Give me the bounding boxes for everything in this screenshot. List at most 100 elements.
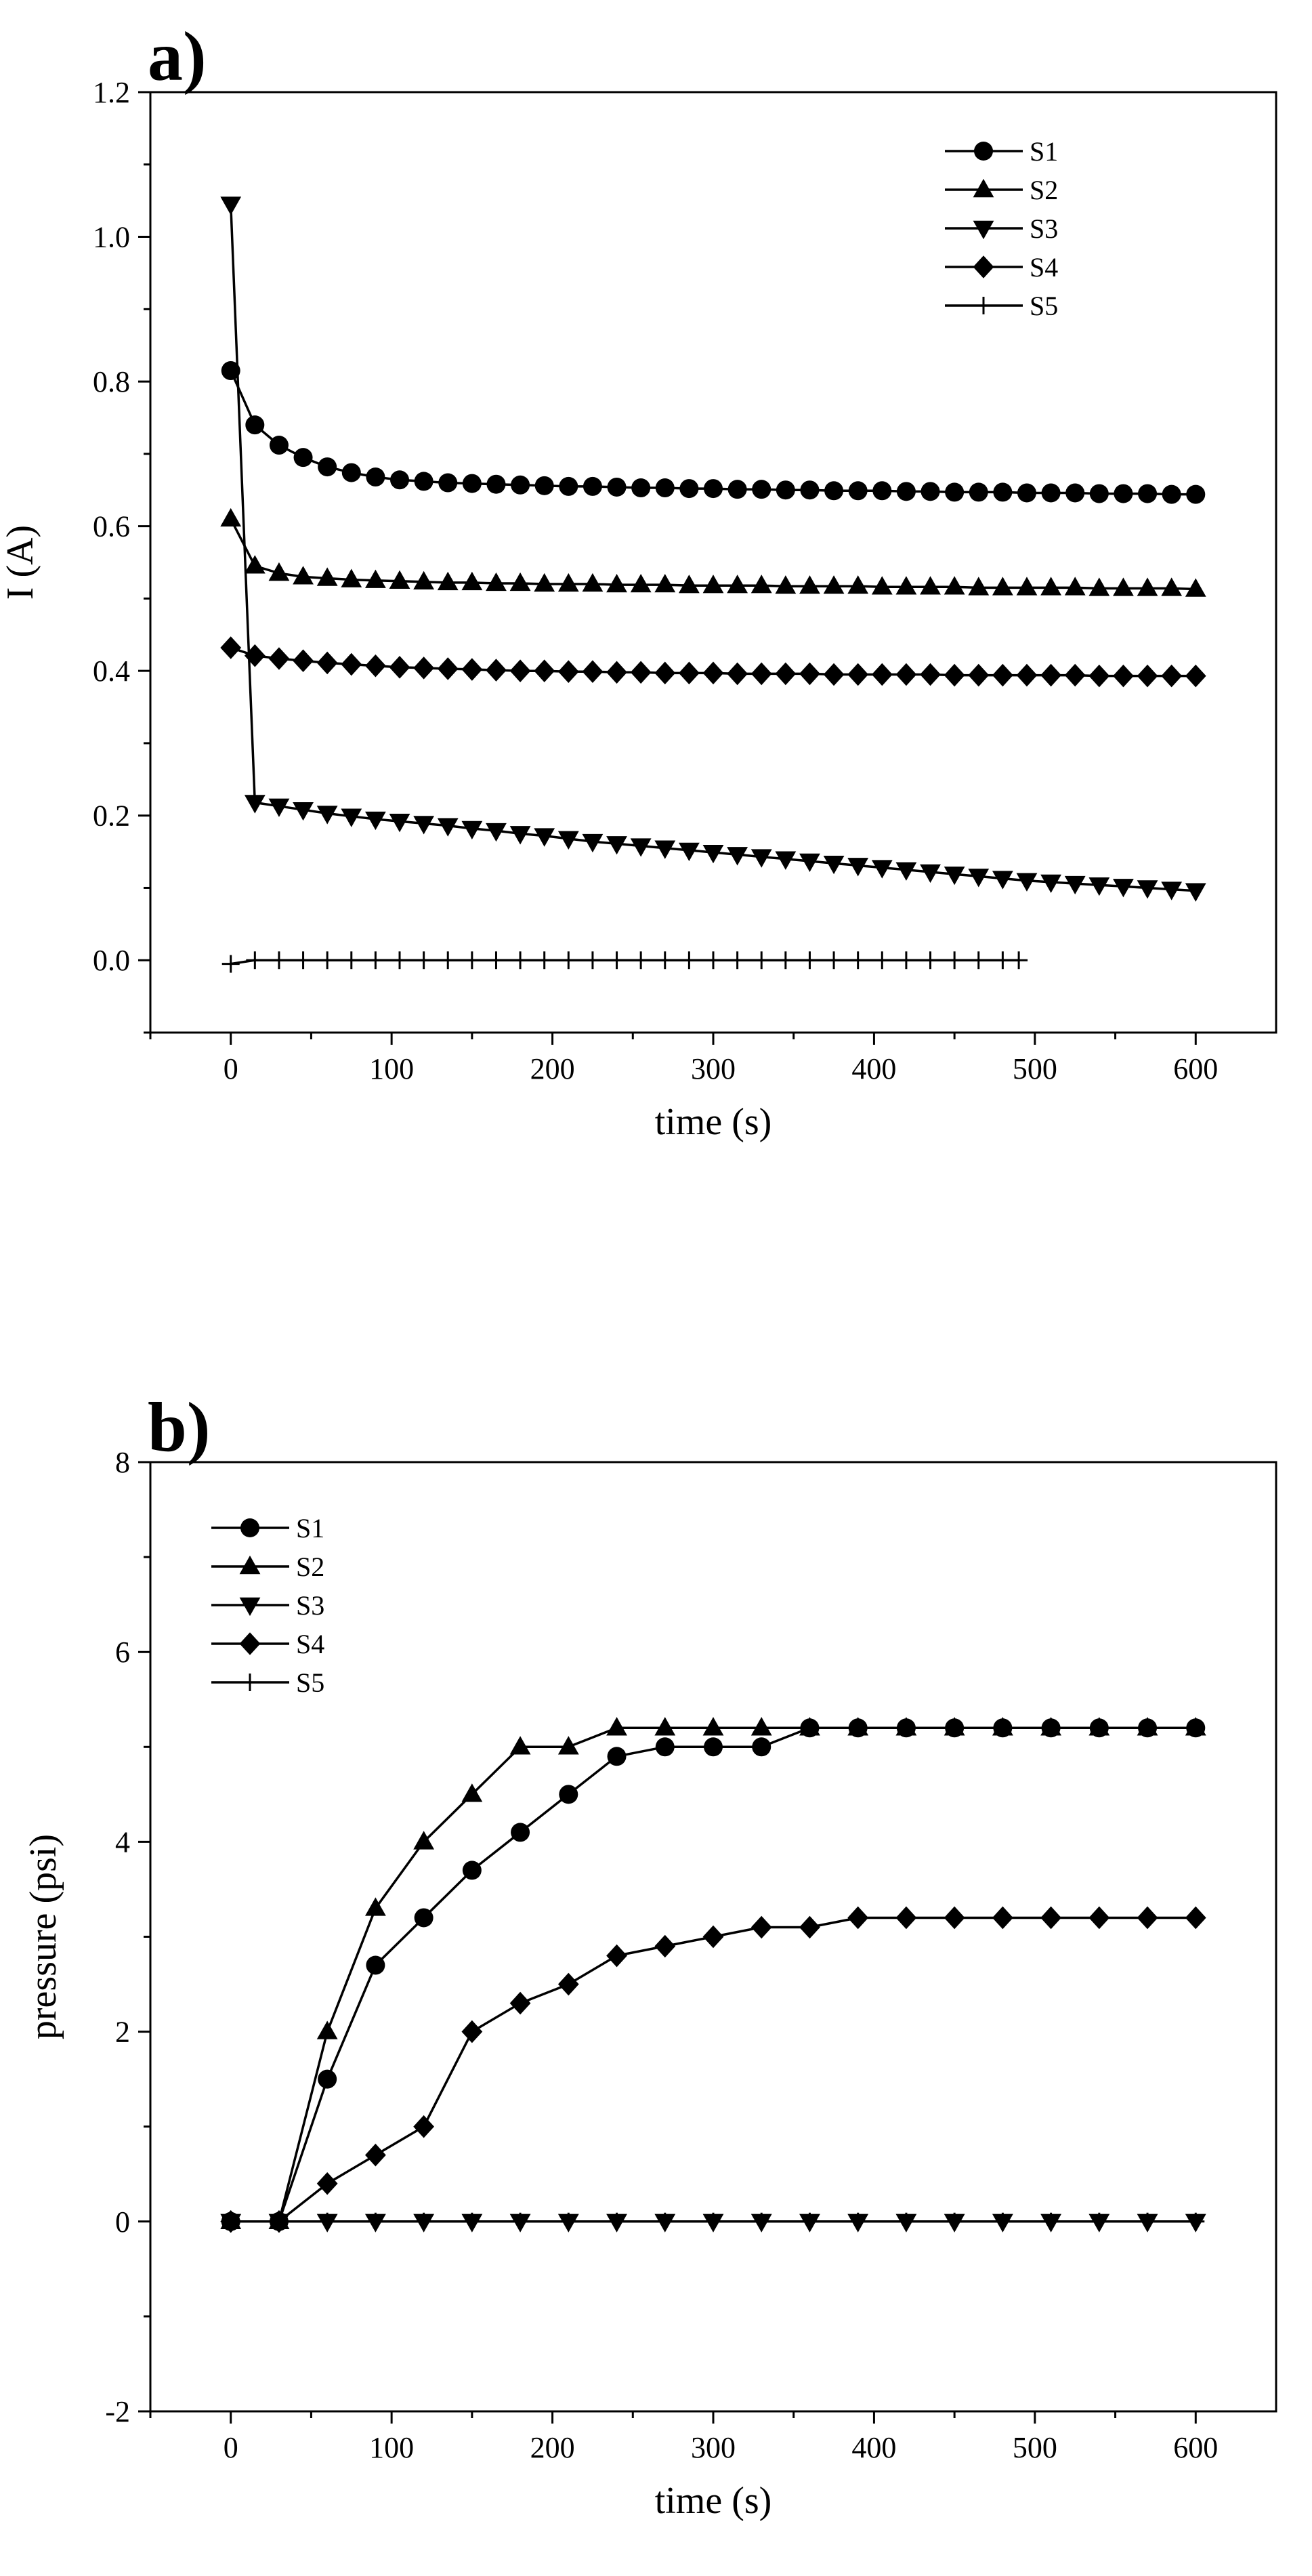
data-point: [632, 951, 650, 970]
data-point: [823, 855, 845, 875]
data-point: [920, 864, 941, 884]
x-tick-label: 200: [530, 2431, 575, 2464]
x-tick-label: 600: [1173, 1052, 1218, 1085]
data-point: [268, 798, 290, 817]
data-point: [630, 661, 652, 684]
data-point: [895, 1717, 917, 1736]
data-point: [776, 951, 795, 970]
data-point: [461, 1783, 483, 1802]
data-point: [946, 2212, 964, 2230]
data-point: [509, 1736, 531, 1755]
data-point: [582, 833, 604, 853]
data-point: [509, 1991, 531, 2015]
data-point: [438, 473, 458, 493]
data-point: [486, 474, 506, 494]
data-point: [1016, 577, 1038, 596]
data-point: [750, 849, 772, 868]
data-point: [847, 858, 869, 877]
data-point: [509, 572, 531, 591]
data-point: [1185, 1717, 1206, 1736]
data-point: [316, 806, 338, 825]
data-point: [1010, 951, 1028, 970]
data-point: [557, 831, 579, 850]
data-point: [583, 476, 602, 496]
legend-marker: [241, 1674, 259, 1691]
data-point: [316, 567, 338, 586]
x-tick-label: 600: [1173, 2431, 1218, 2464]
data-point: [702, 844, 724, 864]
data-point: [559, 1785, 578, 1804]
data-point: [365, 811, 386, 831]
x-tick-label: 400: [851, 2431, 896, 2464]
data-point: [486, 572, 507, 591]
data-point: [220, 507, 242, 527]
data-point: [920, 576, 941, 595]
x-tick-label: 0: [224, 1052, 238, 1085]
data-point: [461, 658, 483, 681]
data-point: [606, 1944, 627, 1968]
data-point: [390, 470, 410, 490]
data-point: [245, 415, 265, 435]
data-point: [366, 468, 385, 487]
y-tick-label: 2: [115, 2016, 130, 2049]
series-s3: [220, 196, 1206, 902]
data-point: [655, 1737, 675, 1757]
data-point: [895, 862, 917, 881]
data-point: [1041, 483, 1061, 503]
data-point: [389, 656, 410, 679]
data-point: [365, 1897, 386, 1916]
panel-label-b: b): [148, 1388, 211, 1466]
data-point: [389, 814, 410, 833]
data-point: [1113, 879, 1134, 898]
panel-label-a: a): [148, 18, 207, 96]
data-point: [461, 571, 483, 591]
data-point: [1186, 484, 1206, 504]
data-point: [727, 480, 747, 499]
data-point: [896, 482, 916, 501]
data-point: [608, 951, 626, 970]
data-point: [1137, 1906, 1158, 1930]
plot-frame: [149, 91, 1277, 1034]
data-point: [293, 649, 314, 673]
data-point: [389, 570, 410, 589]
data-point: [557, 1972, 579, 1996]
x-tick-label: 100: [369, 2431, 414, 2464]
data-point: [511, 1823, 530, 1842]
data-point: [678, 842, 700, 862]
data-point: [825, 951, 843, 970]
data-point: [1185, 578, 1206, 597]
y-tick-label: 1.0: [93, 221, 130, 254]
data-point: [871, 576, 893, 595]
data-point: [630, 838, 652, 857]
chart-b: 0 100 200 300 400 500 600 -2 0 2 4 6 8 time (s) pressu…: [22, 1446, 1277, 2522]
data-point: [1089, 484, 1109, 503]
y-tick-label: 0.0: [93, 944, 130, 977]
data-point: [535, 951, 553, 970]
data-point: [582, 660, 604, 684]
data-point: [293, 566, 314, 585]
data-point: [895, 663, 917, 686]
data-point: [1139, 2212, 1157, 2230]
x-tick-label: 500: [1013, 2431, 1057, 2464]
legend-label-s2: S2: [296, 1552, 324, 1582]
data-point: [413, 1831, 435, 1850]
data-point: [559, 951, 578, 970]
data-point: [557, 660, 579, 684]
data-point: [873, 951, 891, 970]
y-tick-label: 0: [115, 2205, 130, 2239]
data-point: [366, 2212, 385, 2230]
data-point: [1016, 663, 1038, 687]
data-point: [799, 575, 820, 594]
data-point: [702, 1925, 724, 1949]
data-point: [654, 661, 676, 685]
legend-marker: [239, 1632, 261, 1655]
data-point: [293, 802, 314, 821]
data-point: [944, 576, 965, 595]
legend-marker: [973, 220, 994, 240]
data-point: [630, 573, 652, 593]
data-point: [801, 2212, 819, 2230]
y-tick-label: 8: [115, 1446, 130, 1479]
legend-label-s3: S3: [296, 1590, 324, 1621]
legend-label-s1: S1: [1030, 136, 1058, 167]
data-point: [557, 1736, 579, 1755]
